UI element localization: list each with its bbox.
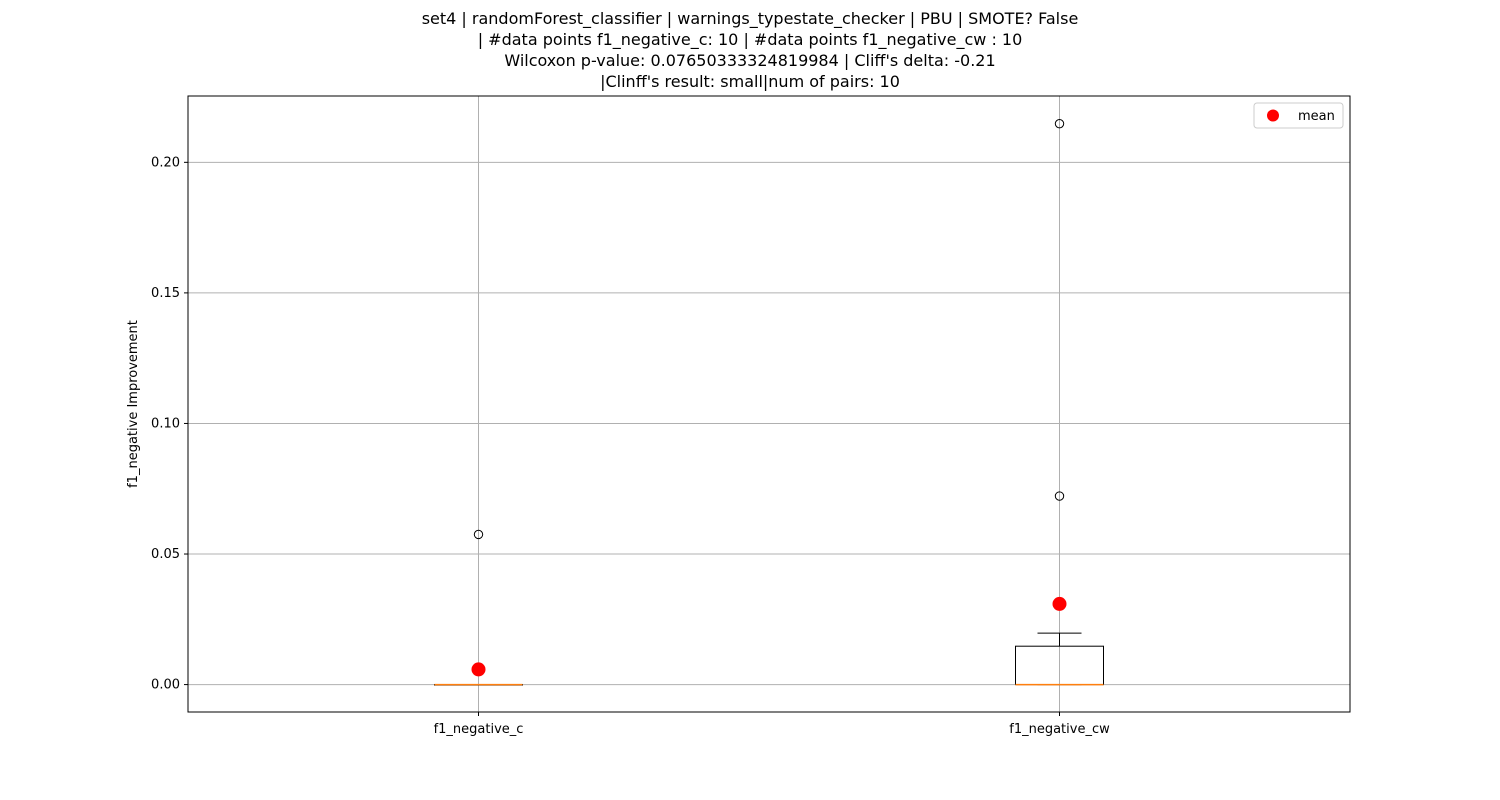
y-tick-label: 0.05 (151, 547, 180, 562)
outlier-point (1054, 491, 1065, 501)
outlier-point (1054, 118, 1065, 129)
mean-marker (471, 662, 486, 677)
box-layer (434, 118, 1104, 686)
plot-frame (187, 95, 1351, 713)
y-tick-label: 0.15 (151, 286, 180, 301)
mean-layer (471, 596, 1067, 677)
mean-marker (1052, 596, 1067, 611)
legend-frame (1253, 102, 1344, 129)
chart-title-line-1: set4 | randomForest_classifier | warning… (421, 9, 1079, 28)
axis-layer: 0.00 0.05 0.10 0.15 0.20 f1_negative_c f1_nega… (151, 155, 1110, 737)
chart-title-line-4: |Clinff's result: small|num of pairs: 10 (600, 72, 900, 91)
outlier-point (473, 529, 484, 540)
y-axis-label: f1_negative Improvement (126, 320, 141, 488)
chart-title-line-3: Wilcoxon p-value: 0.07650333324819984 | … (504, 51, 996, 70)
legend: mean (1253, 102, 1344, 129)
legend-mean-marker (1267, 109, 1279, 122)
y-tick-label: 0.00 (151, 678, 180, 693)
legend-label-mean: mean (1298, 109, 1335, 124)
chart-title-line-2: | #data points f1_negative_c: 10 | #data… (477, 30, 1023, 49)
x-tick-label: f1_negative_cw (1009, 722, 1110, 737)
y-tick-label: 0.10 (151, 416, 180, 431)
y-tick-label: 0.20 (151, 155, 180, 170)
grid-layer (188, 96, 1350, 712)
x-tick-label: f1_negative_c (434, 722, 524, 737)
